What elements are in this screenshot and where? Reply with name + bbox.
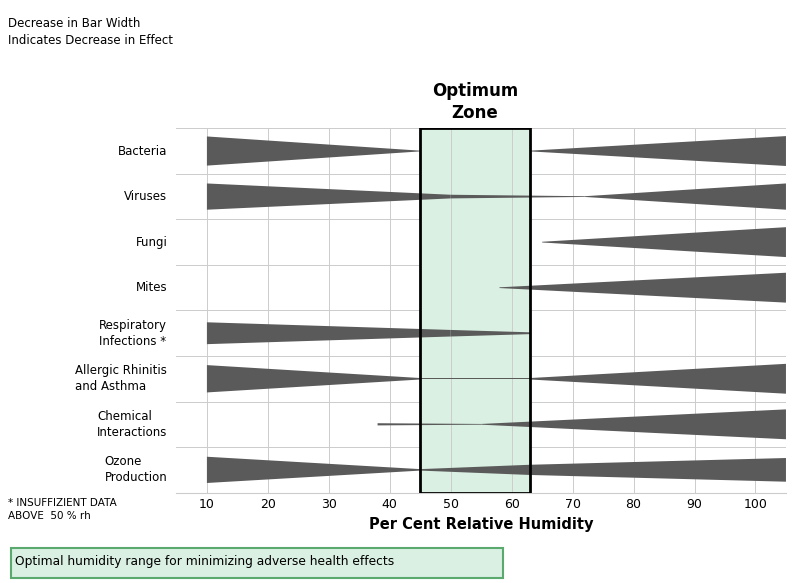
Polygon shape	[207, 365, 420, 392]
Polygon shape	[420, 465, 530, 475]
Text: Respiratory
Infections *: Respiratory Infections *	[99, 319, 168, 347]
Polygon shape	[530, 458, 786, 482]
Polygon shape	[530, 136, 786, 166]
Polygon shape	[207, 456, 420, 483]
X-axis label: Per Cent Relative Humidity: Per Cent Relative Humidity	[369, 517, 593, 532]
Text: Bacteria: Bacteria	[118, 145, 168, 157]
FancyBboxPatch shape	[10, 547, 503, 578]
Text: Optimal humidity range for minimizing adverse health effects: Optimal humidity range for minimizing ad…	[15, 556, 395, 568]
Text: Chemical
Interactions: Chemical Interactions	[97, 410, 168, 439]
Polygon shape	[207, 136, 420, 166]
Polygon shape	[451, 330, 530, 336]
Polygon shape	[530, 364, 786, 394]
Text: * INSUFFIZIENT DATA
ABOVE  50 % rh: * INSUFFIZIENT DATA ABOVE 50 % rh	[8, 498, 117, 521]
Text: Decrease in Bar Width
Indicates Decrease in Effect: Decrease in Bar Width Indicates Decrease…	[8, 17, 173, 47]
Polygon shape	[500, 273, 786, 303]
Text: Mites: Mites	[136, 281, 168, 294]
Polygon shape	[207, 184, 451, 210]
Text: Viruses: Viruses	[124, 190, 168, 203]
Polygon shape	[542, 227, 786, 257]
Polygon shape	[420, 378, 530, 380]
Polygon shape	[585, 184, 786, 210]
Text: Fungi: Fungi	[136, 236, 168, 248]
Polygon shape	[207, 322, 451, 344]
Text: Allergic Rhinitis
and Asthma: Allergic Rhinitis and Asthma	[75, 364, 168, 394]
Text: Optimum
Zone: Optimum Zone	[432, 82, 518, 122]
Text: Ozone
Production: Ozone Production	[104, 455, 168, 484]
Polygon shape	[378, 423, 481, 426]
Bar	[420, 128, 530, 493]
Bar	[420, 128, 530, 493]
Polygon shape	[481, 409, 786, 439]
Polygon shape	[451, 195, 585, 198]
